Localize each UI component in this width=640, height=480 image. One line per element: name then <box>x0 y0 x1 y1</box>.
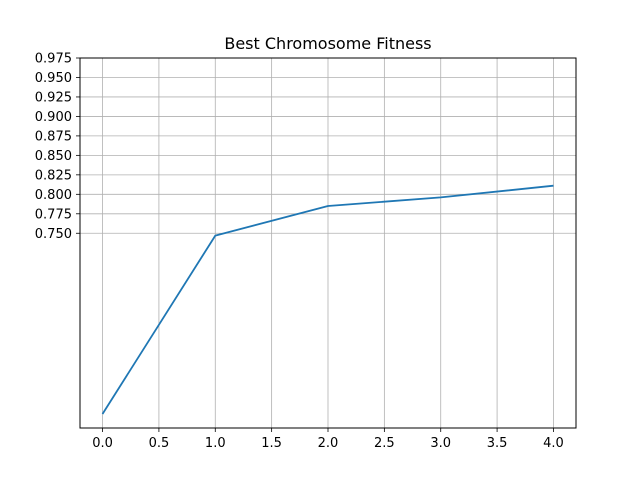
x-tick-label: 1.0 <box>205 436 226 451</box>
grid-lines <box>80 57 576 428</box>
series-layer <box>101 184 554 415</box>
y-tick-label: 0.900 <box>35 110 72 125</box>
chart-title: Best Chromosome Fitness <box>224 34 431 53</box>
y-axis: 0.750 0.775 0.800 0.825 0.850 0.875 0.900 0.925… <box>35 52 80 242</box>
x-tick-label: 3.5 <box>487 436 508 451</box>
y-tick-label: 0.775 <box>35 207 72 222</box>
y-tick-label: 0.950 <box>35 71 72 86</box>
y-tick-label: 0.925 <box>35 90 72 105</box>
y-tick-label: 0.975 <box>35 52 72 67</box>
x-tick-label: 0.0 <box>92 436 113 451</box>
x-tick-label: 1.5 <box>261 436 282 451</box>
y-tick-label: 0.800 <box>35 188 72 203</box>
x-tick-label: 3.0 <box>430 436 451 451</box>
y-tick-label: 0.850 <box>35 149 72 164</box>
y-tick-label: 0.875 <box>35 129 72 144</box>
x-tick-label: 0.5 <box>149 436 170 451</box>
y-tick-label: 0.825 <box>35 168 72 183</box>
x-tick-label: 2.5 <box>374 436 395 451</box>
x-tick-label: 4.0 <box>543 436 564 451</box>
x-axis: 0.0 0.5 1.0 1.5 2.0 2.5 3.0 3.5 4.0 <box>92 428 564 451</box>
x-tick-label: 2.0 <box>318 436 339 451</box>
y-tick-label: 0.750 <box>35 227 72 242</box>
